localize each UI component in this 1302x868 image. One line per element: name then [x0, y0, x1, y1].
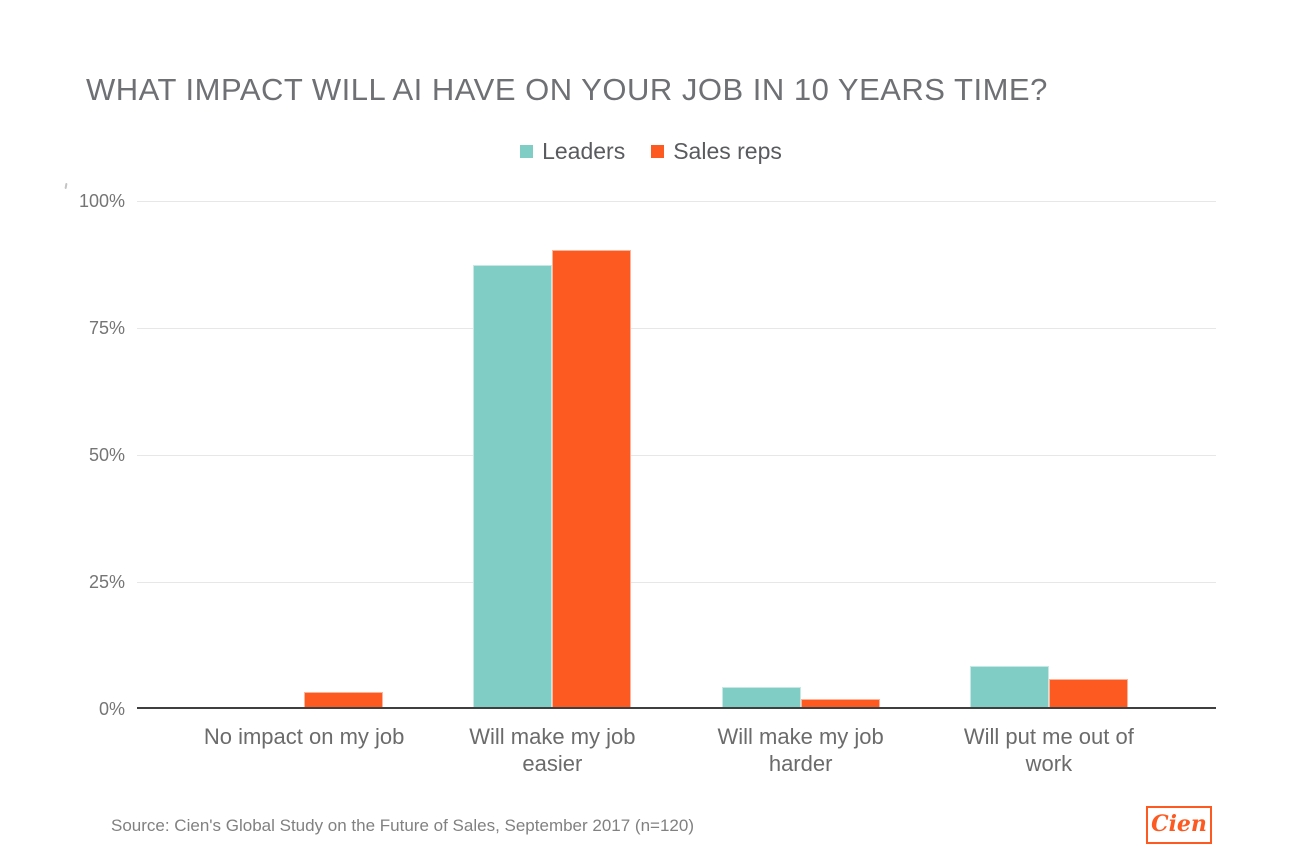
stray-tick-mark [64, 182, 68, 190]
bar-sales-reps-0 [304, 692, 384, 707]
chart-legend: Leaders Sales reps [0, 138, 1302, 165]
gridline-75 [137, 328, 1216, 329]
x-axis-label-1: Will make my job easier [469, 724, 636, 776]
y-tick-label-50: 50% [88, 445, 125, 465]
sales-reps-swatch-icon [651, 145, 665, 158]
bar-leaders-1 [473, 265, 553, 707]
cien-logo: Cien [1146, 806, 1212, 844]
gridline-50 [137, 455, 1216, 456]
legend-item-leaders: Leaders [520, 138, 625, 165]
y-tick-label-0: 0% [98, 699, 125, 719]
y-tick-label-25: 25% [88, 572, 125, 592]
x-axis-label-0: No impact on my job [203, 724, 405, 749]
legend-label-leaders: Leaders [542, 138, 626, 164]
legend-item-sales-reps: Sales reps [651, 138, 782, 165]
gridline-100 [137, 201, 1216, 202]
gridline-25 [137, 582, 1216, 583]
cien-logo-text: Cien [1151, 811, 1207, 837]
y-tick-label-75: 75% [88, 318, 125, 338]
source-note: Source: Cien's Global Study on the Futur… [111, 816, 695, 835]
legend-label-sales-reps: Sales reps [673, 138, 782, 164]
bar-leaders-3 [969, 666, 1049, 707]
chart-title: WHAT IMPACT WILL AI HAVE ON YOUR JOB IN … [86, 72, 1048, 107]
leaders-swatch-icon [520, 145, 534, 158]
bar-sales-reps-1 [552, 250, 632, 707]
plot-area: 100% 75% 50% 25% 0% No impact on my job Will m… [79, 191, 1216, 776]
bar-leaders-2 [721, 687, 801, 707]
x-axis-line [137, 707, 1216, 709]
bar-sales-reps-3 [1048, 679, 1128, 707]
bar-sales-reps-2 [800, 699, 880, 707]
x-axis-label-2: Will make my job harder [717, 724, 884, 776]
y-tick-label-100: 100% [78, 191, 125, 211]
x-axis-label-3: Will put me out of work [963, 724, 1134, 776]
